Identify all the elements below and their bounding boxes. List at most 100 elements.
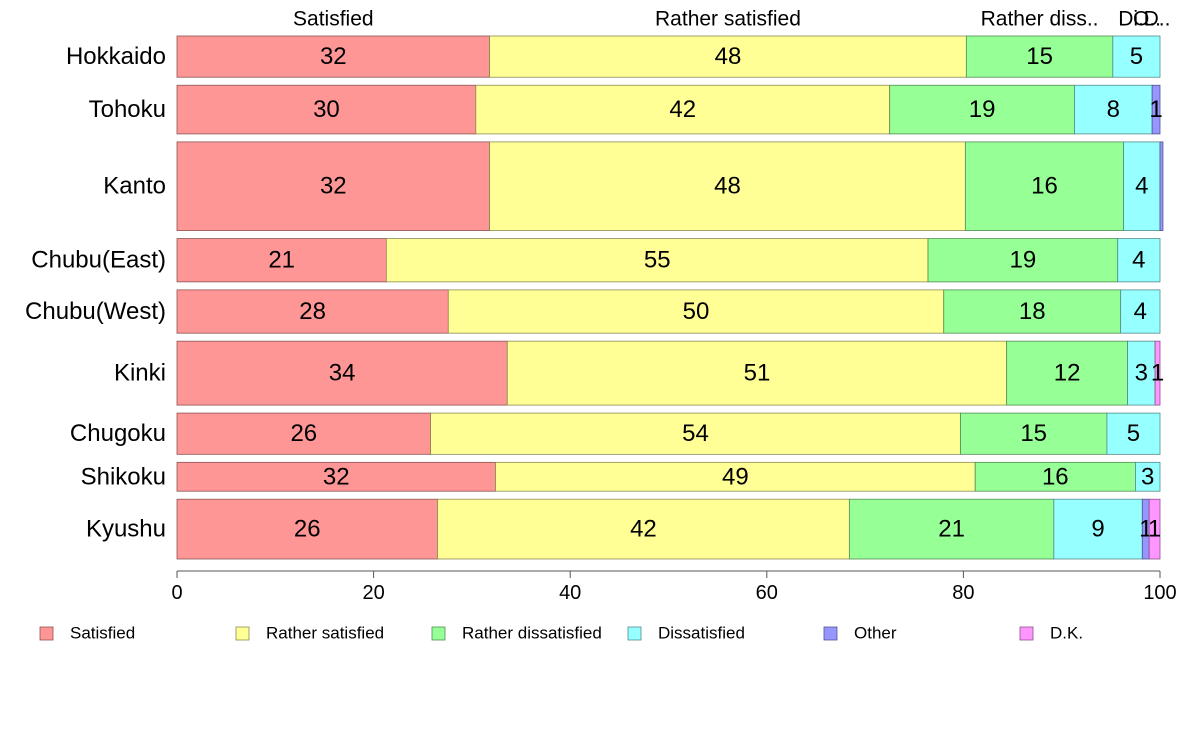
top-series-label: Rather diss.. [981,8,1099,31]
data-label: 3 [1135,360,1148,387]
bar-segment [1112,35,1161,78]
legend-swatch [1019,626,1034,641]
x-tick-label: 0 [171,582,182,604]
data-label: 8 [1107,96,1120,123]
bar-segment [176,340,508,406]
data-label: 34 [329,360,356,387]
data-label: 26 [294,516,321,543]
category-label: Chubu(West) [25,298,166,325]
bar-segment [385,238,929,283]
bar-segment [1106,412,1161,455]
data-label: 32 [323,463,350,490]
bar-segment [927,238,1119,283]
data-label: 54 [682,420,709,447]
bar-segment [1148,498,1161,560]
x-tick-label: 80 [952,582,974,604]
data-label: 5 [1127,420,1140,447]
data-label: 5 [1130,43,1143,70]
bar-segment [447,289,945,334]
bar-segment [489,35,967,78]
top-series-label: O.. [1133,8,1161,31]
bar-segment [1127,340,1156,406]
bar-segment [430,412,961,455]
bar-segment [965,35,1114,78]
bar-segment [176,35,490,78]
category-label: Chugoku [70,420,166,447]
category-label: Tohoku [89,96,166,123]
data-label: 4 [1132,247,1145,274]
data-label: 15 [1020,420,1047,447]
data-label: 28 [299,298,326,325]
bar-segment [489,141,966,231]
legend-swatch [823,626,838,641]
bar-segment [943,289,1122,334]
bar-segment [475,84,891,135]
legend-label: Satisfied [70,624,135,643]
data-label: 18 [1019,298,1046,325]
bar-segment [964,141,1125,231]
legend-label: Dissatisfied [658,624,745,643]
top-series-label: Di.. [1118,8,1150,31]
bar-segment [1159,141,1164,231]
data-label: 30 [313,96,340,123]
bar-segment [974,461,1136,492]
legend-label: Other [854,624,897,643]
bar-segment [1154,340,1161,406]
data-label: 48 [715,43,742,70]
legend-label: Rather satisfied [266,624,384,643]
data-label: 48 [714,173,741,200]
bar-segment [176,461,496,492]
legend-swatch [431,626,446,641]
legend-swatch [235,626,250,641]
data-label: 49 [722,463,749,490]
x-tick-label: 40 [559,582,581,604]
data-label: 1 [1149,96,1162,123]
x-tick-label: 60 [756,582,778,604]
data-label: 21 [938,516,965,543]
data-label: 3 [1141,463,1154,490]
data-label: 32 [320,43,347,70]
legend-label: Rather dissatisfied [462,624,602,643]
bar-segment [176,238,387,283]
data-label: 42 [669,96,696,123]
data-label: 55 [644,247,671,274]
legend-label: D.K. [1050,624,1083,643]
legend-swatch [627,626,642,641]
category-label: Kanto [103,173,166,200]
data-label: 12 [1054,360,1081,387]
bar-segment [1135,461,1161,492]
data-label: 21 [268,247,295,274]
data-label: 4 [1135,173,1148,200]
bar-segment [176,498,438,560]
top-series-label: Rather satisfied [655,8,801,31]
category-label: Hokkaido [66,43,166,70]
data-label: 42 [630,516,657,543]
category-label: Chubu(East) [31,247,166,274]
bar-segment [889,84,1075,135]
bar-segment [437,498,850,560]
category-label: Kinki [114,360,166,387]
bar-segment [1151,84,1161,135]
data-label: 51 [744,360,771,387]
data-label: 16 [1042,463,1069,490]
data-label: 16 [1031,173,1058,200]
legend-swatch [39,626,54,641]
bar-segment [1117,238,1161,283]
data-label: 1 [1148,516,1161,543]
data-label: 9 [1091,516,1104,543]
data-label: 26 [290,420,317,447]
bar-segment [848,498,1055,560]
x-tick-label: 100 [1143,582,1176,604]
category-label: Kyushu [86,516,166,543]
bar-segment [1120,289,1161,334]
data-label: 1 [1151,360,1164,387]
data-label: 50 [683,298,710,325]
bar-segment [506,340,1008,406]
data-label: 15 [1026,43,1053,70]
data-label: 32 [320,173,347,200]
top-series-label: D.. [1144,8,1171,31]
data-label: 19 [969,96,996,123]
bar-segment [176,412,432,455]
data-label: 4 [1134,298,1147,325]
